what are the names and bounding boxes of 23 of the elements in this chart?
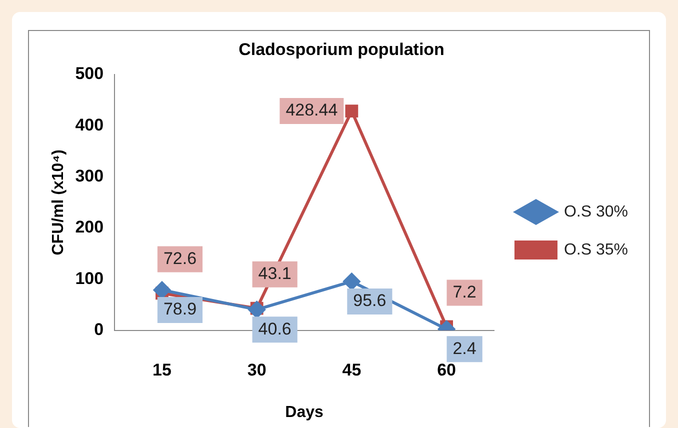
y-tick-label: 400 — [75, 115, 104, 134]
data-label: 2.4 — [452, 338, 476, 358]
y-axis-title: CFU/ml (x10⁴) — [50, 150, 68, 256]
y-tick-label: 100 — [75, 268, 104, 288]
x-tick-label: 45 — [342, 360, 362, 380]
x-tick-label: 30 — [247, 360, 266, 380]
data-label: 428.44 — [286, 100, 338, 120]
y-tick-label: 0 — [94, 320, 104, 340]
y-tick-label: 200 — [75, 218, 104, 237]
data-label: 95.6 — [353, 291, 386, 310]
y-tick-label: 500 — [75, 64, 104, 84]
data-label: 40.6 — [258, 319, 292, 338]
data-label: 43.1 — [258, 264, 292, 284]
data-label: 7.2 — [452, 282, 476, 302]
x-axis-title: Days — [285, 404, 324, 421]
data-label: 72.6 — [163, 248, 197, 268]
x-tick-label: 15 — [152, 360, 172, 380]
x-tick-label: 60 — [437, 360, 456, 380]
legend-label: O.S 35% — [564, 241, 628, 258]
legend-label: O.S 30% — [564, 203, 628, 220]
chart-title: Cladosporium population — [238, 40, 444, 59]
y-tick-label: 300 — [75, 166, 104, 186]
data-label: 78.9 — [163, 300, 197, 319]
